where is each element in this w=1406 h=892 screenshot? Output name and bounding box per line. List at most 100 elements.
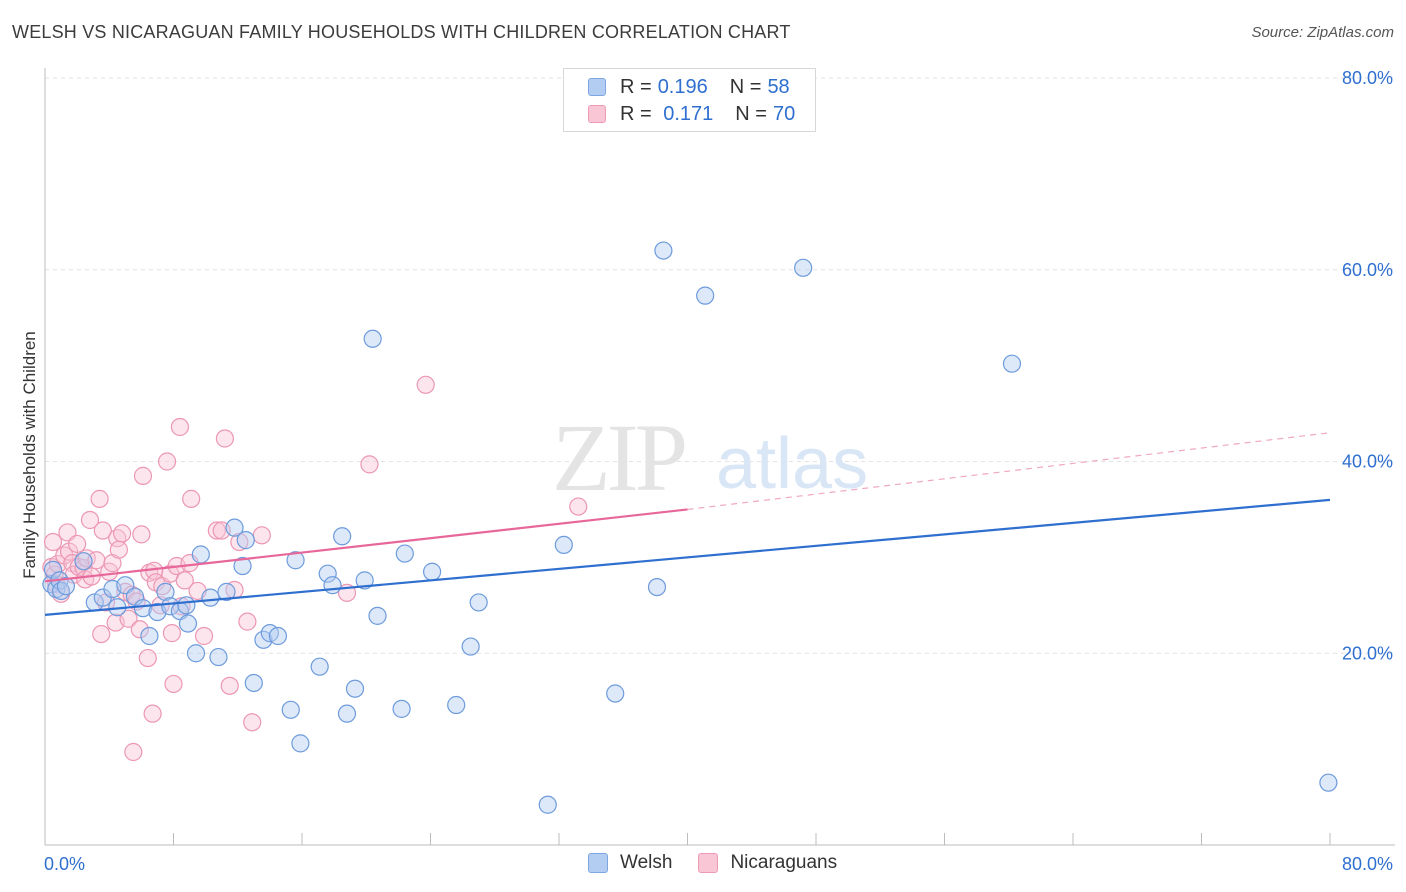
legend-label-nicaraguans: Nicaraguans [730,852,838,873]
nicaraguans-point [90,489,109,508]
nicaraguans-point [164,674,183,694]
nicaraguans-point [80,510,100,530]
welsh-point [177,596,196,615]
welsh-r-value: 0.196 [657,75,708,98]
y-axis-title: Family Households with Children [20,331,39,579]
welsh-point [696,286,715,305]
welsh-point [233,556,252,576]
nicaraguans-point [112,524,132,543]
welsh-point [337,704,357,723]
nicaraguans-r-value: 0.171 [657,102,714,125]
welsh-point [654,241,673,260]
nicaraguans-swatch [588,105,606,123]
nicaraguans-n-label: N = [735,102,767,125]
welsh-point [178,614,198,633]
nicaraguans-point [175,571,194,590]
welsh-point [236,531,255,550]
nicaraguans-point [252,526,271,545]
nicaraguans-point [220,676,239,695]
legend-item-welsh[interactable]: Welsh [588,852,672,874]
nicaraguans-point [207,521,226,540]
welsh-point [140,626,159,646]
welsh-point [43,560,63,579]
y-tick-label: 60.0% [1342,260,1393,280]
nicaraguans-point [182,489,201,508]
nicaraguans-point [68,534,87,554]
welsh-point [209,647,228,667]
welsh-point [794,258,813,277]
welsh-point [133,599,153,618]
welsh-point [392,699,411,718]
legend-item-nicaraguans[interactable]: Nicaraguans [698,852,837,874]
nicaraguans-point [194,626,214,646]
welsh-point [161,597,180,616]
legend-stats: R = 0.196 N = 58 R = 0.171 N = 70 [563,68,816,132]
chart-title: WELSH VS NICARAGUAN FAMILY HOUSEHOLDS WI… [12,22,791,42]
nicaraguans-point [133,466,153,485]
y-tick-label: 20.0% [1342,643,1393,663]
welsh-r-label: R = [620,75,652,98]
welsh-point [286,551,305,570]
nicaraguans-n-value: 70 [772,102,796,125]
nicaraguans-trendline [44,508,688,583]
welsh-point [461,637,480,656]
welsh-point [355,571,374,590]
legend-row-nicaraguans: R = 0.171 N = 70 [588,101,795,127]
welsh-point [281,700,300,719]
nicaraguans-trendline-extension [687,432,1331,511]
nicaraguans-point [230,532,249,552]
nicaraguans-legend-swatch [698,853,719,873]
welsh-point [647,577,667,597]
nicaraguans-point [416,375,435,394]
chart-source: Source: ZipAtlas.com [1251,24,1394,41]
welsh-point [1002,354,1022,373]
nicaraguans-point [569,497,588,516]
watermark-atlas: atlas [716,424,868,504]
nicaraguans-point [138,648,157,668]
welsh-point [538,795,557,814]
legend-series: Welsh Nicaraguans [588,852,863,874]
x-tick-label: 0.0% [44,854,85,874]
nicaraguans-point [162,624,181,643]
welsh-point [268,626,288,646]
welsh-point [74,552,93,571]
nicaraguans-point [215,429,234,448]
welsh-point [201,588,220,607]
welsh-point [1319,773,1338,792]
welsh-point [345,679,365,698]
y-tick-label: 40.0% [1342,452,1393,472]
nicaraguans-point [109,540,128,559]
welsh-point [254,630,273,649]
welsh-point [244,673,263,693]
welsh-point [186,644,206,663]
welsh-legend-swatch [588,853,608,873]
welsh-trendline [44,498,1331,616]
watermark-zip: ZIP [552,404,685,511]
welsh-n-value: 58 [767,75,790,98]
x-tick-label: 80.0% [1342,854,1393,874]
welsh-swatch [588,78,606,96]
welsh-point [56,577,75,596]
nicaraguans-point [124,742,143,762]
nicaraguans-point [130,620,149,639]
welsh-point [554,535,573,555]
legend-label-welsh: Welsh [620,852,673,873]
nicaraguans-point [170,417,190,437]
welsh-point [291,734,310,753]
nicaraguans-point [243,713,262,732]
welsh-point [447,695,466,715]
welsh-point [156,582,175,601]
nicaraguans-point [238,612,257,631]
nicaraguans-point [92,624,111,644]
nicaraguans-r-label: R = [620,102,652,125]
welsh-point [395,544,414,563]
welsh-point [318,564,337,583]
welsh-point [310,657,329,676]
welsh-point [323,576,342,595]
welsh-point [191,545,210,564]
nicaraguans-point [43,532,63,552]
welsh-point [423,562,442,581]
welsh-point [363,329,382,348]
welsh-point [217,582,236,601]
